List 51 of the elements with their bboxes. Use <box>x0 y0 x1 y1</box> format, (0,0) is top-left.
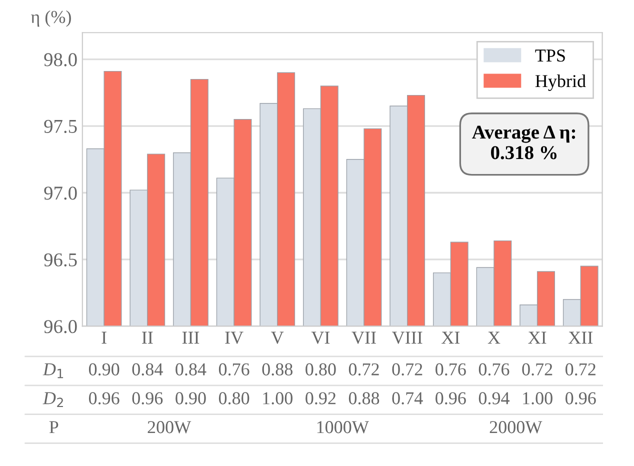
text: D$_{1}$ <box>42 363 64 378</box>
text: D$_{2}$ <box>42 392 63 408</box>
text: 0.76 <box>436 363 466 376</box>
text: 0.90 <box>176 392 206 404</box>
text: 1.00 <box>523 392 552 404</box>
x-tick-label: IV <box>225 332 244 344</box>
x-tick-label: I <box>102 332 106 344</box>
x-tick-label: XI <box>442 332 460 344</box>
text: 0.84 <box>176 363 206 376</box>
text: 0.90 <box>88 363 120 376</box>
text: 0.74 <box>392 392 423 404</box>
text: 1000W <box>317 421 369 434</box>
text: 0.80 <box>218 392 250 404</box>
text: 0.96 <box>436 392 466 404</box>
x-tick-label: III <box>182 332 200 344</box>
text: 0.76 <box>478 363 510 376</box>
text: 0.96 <box>88 392 120 404</box>
x-tick-label: V <box>271 332 284 344</box>
text: 0.72 <box>566 363 596 376</box>
text: 0.94 <box>478 392 510 404</box>
text: 0.72 <box>522 363 552 376</box>
x-tick-label: XI <box>528 332 546 344</box>
text: 0.92 <box>306 392 336 404</box>
x-tick-label: X <box>488 332 500 344</box>
text: P <box>49 421 58 434</box>
x-tick-label: VIII <box>392 332 422 344</box>
y-tick-label: 96.0 <box>44 320 77 334</box>
text: 0.80 <box>306 363 336 376</box>
text: 0.96 <box>132 392 163 404</box>
annotation: Average Δ η: 0.318 % <box>472 126 576 160</box>
x-tick-label: II <box>142 332 153 344</box>
y-tick-label: 96.5 <box>44 253 77 266</box>
text: 200W <box>148 421 192 434</box>
text: 0.88 <box>348 392 380 404</box>
text: 0.72 <box>348 363 379 376</box>
text: 0.76 <box>218 363 250 376</box>
x-tick-label: XII <box>568 332 593 344</box>
x-tick-label: VII <box>352 332 376 344</box>
text: 0.96 <box>566 392 596 404</box>
text: 0.84 <box>132 363 163 376</box>
text: 1.00 <box>263 392 292 404</box>
y-axis-title: η (%) <box>31 10 71 27</box>
legend-label: Hybrid <box>535 74 586 91</box>
y-tick-label: 97.5 <box>44 120 77 134</box>
legend-label: TPS <box>535 50 565 62</box>
y-tick-label: 98.0 <box>44 53 77 66</box>
text: 0.72 <box>392 363 422 376</box>
x-tick-label: VI <box>311 332 330 344</box>
text: 0.88 <box>262 363 292 376</box>
y-tick-label: 97.0 <box>44 186 77 200</box>
text: 2000W <box>490 421 542 434</box>
